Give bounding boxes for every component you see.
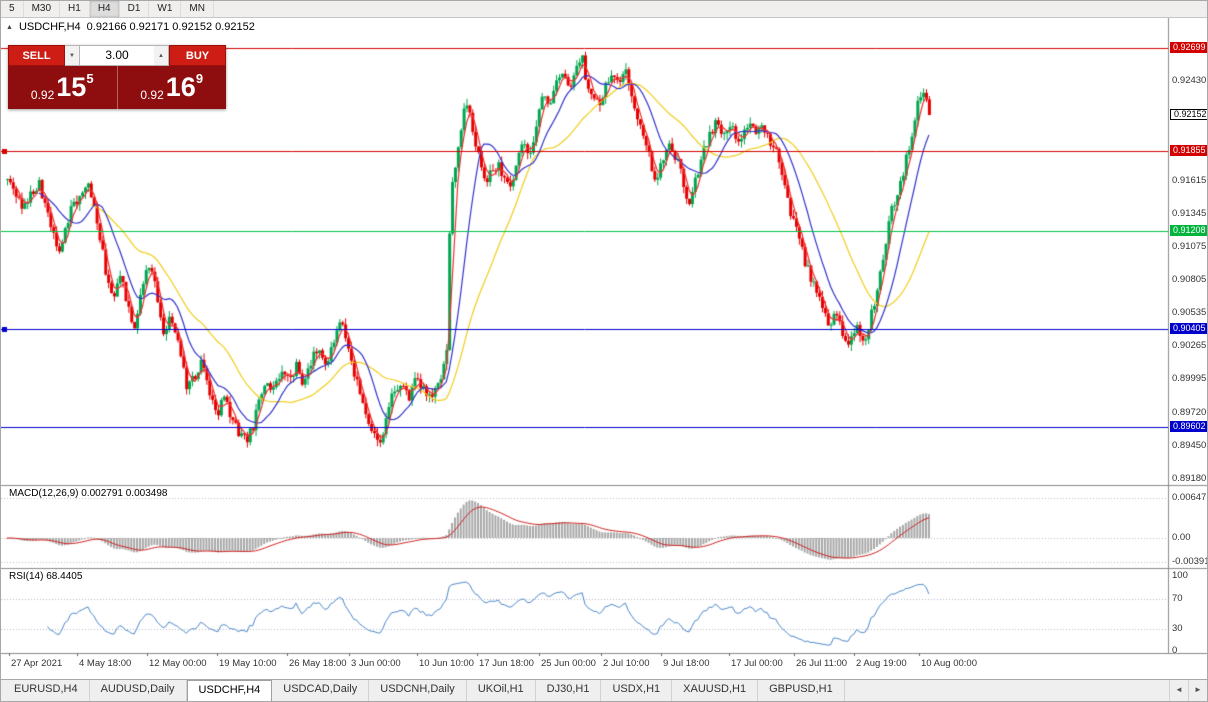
- order-panel-controls: SELL ▼ 3.00 ▲ BUY: [8, 45, 226, 66]
- sell-price-big: 15: [56, 72, 87, 102]
- rsi-label: RSI(14) 68.4405: [9, 571, 83, 582]
- timeframe-button-MN[interactable]: MN: [181, 1, 214, 17]
- buy-price-pip: 9: [195, 71, 204, 86]
- one-click-trading-panel: SELL ▼ 3.00 ▲ BUY 0.92 15 5 0.92 16 9: [8, 45, 226, 109]
- chart-header: ▲ USDCHF,H4 0.92166 0.92171 0.92152 0.92…: [6, 21, 255, 33]
- chart-tabs: EURUSD,H4 AUDUSD,Daily USDCHF,H4 USDCAD,Dai…: [1, 680, 1169, 701]
- chart-canvas[interactable]: [1, 18, 1207, 681]
- buy-price-prefix: 0.92: [140, 88, 164, 102]
- sell-price-display[interactable]: 0.92 15 5: [8, 66, 117, 109]
- chart-tab-USDX-H1[interactable]: USDX,H1: [601, 680, 673, 701]
- timeframe-toolbar: 5 M30 H1 H4 D1 W1 MN: [1, 1, 1207, 18]
- chart-tab-USDCAD-Daily[interactable]: USDCAD,Daily: [272, 680, 370, 701]
- order-panel-prices: 0.92 15 5 0.92 16 9: [8, 66, 226, 109]
- chart-tab-GBPUSD-H1[interactable]: GBPUSD,H1: [758, 680, 845, 701]
- macd-label: MACD(12,26,9) 0.002791 0.003498: [9, 488, 168, 499]
- collapse-chart-icon[interactable]: ▲: [6, 23, 13, 31]
- timeframe-button-M30[interactable]: M30: [24, 1, 61, 17]
- timeframe-button-H1[interactable]: H1: [60, 1, 90, 17]
- chart-tab-AUDUSD-Daily[interactable]: AUDUSD,Daily: [90, 680, 187, 701]
- sell-button[interactable]: SELL: [8, 45, 65, 66]
- chart-tab-UKOil-H1[interactable]: UKOil,H1: [467, 680, 536, 701]
- chart-tab-EURUSD-H4[interactable]: EURUSD,H4: [3, 680, 90, 701]
- volume-decrease-button[interactable]: ▼: [65, 45, 80, 66]
- buy-price-display[interactable]: 0.92 16 9: [116, 66, 227, 109]
- timeframe-button-H4[interactable]: H4: [89, 1, 120, 17]
- timeframe-button-5[interactable]: 5: [1, 1, 24, 17]
- chart-tab-XAUUSD-H1[interactable]: XAUUSD,H1: [672, 680, 759, 701]
- buy-price-big: 16: [165, 72, 196, 102]
- tabs-scroll-left-button[interactable]: ◄: [1169, 680, 1188, 701]
- chart-tab-DJ30-H1[interactable]: DJ30,H1: [536, 680, 602, 701]
- sell-price-prefix: 0.92: [30, 88, 55, 102]
- chart-tab-USDCNH-Daily[interactable]: USDCNH,Daily: [369, 680, 467, 701]
- chart-tab-USDCHF-H4[interactable]: USDCHF,H4: [186, 680, 273, 701]
- timeframe-button-D1[interactable]: D1: [120, 1, 150, 17]
- chart-tabbar: EURUSD,H4 AUDUSD,Daily USDCHF,H4 USDCAD,Dai…: [1, 679, 1207, 701]
- volume-increase-button[interactable]: ▲: [154, 45, 169, 66]
- tab-scroll-arrows: ◄ ►: [1169, 680, 1207, 701]
- chart-title: USDCHF,H4: [18, 21, 81, 33]
- chart-ohlc-values: 0.92166 0.92171 0.92152 0.92152: [86, 21, 255, 33]
- sell-price-pip: 5: [86, 71, 94, 86]
- tabs-scroll-right-button[interactable]: ►: [1188, 680, 1207, 701]
- timeframe-button-W1[interactable]: W1: [149, 1, 182, 17]
- volume-input[interactable]: 3.00: [80, 45, 154, 66]
- buy-button[interactable]: BUY: [169, 45, 226, 66]
